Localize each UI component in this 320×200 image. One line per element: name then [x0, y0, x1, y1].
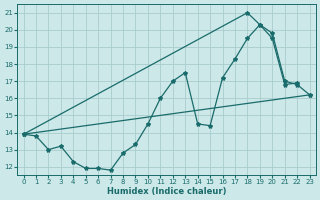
- X-axis label: Humidex (Indice chaleur): Humidex (Indice chaleur): [107, 187, 226, 196]
